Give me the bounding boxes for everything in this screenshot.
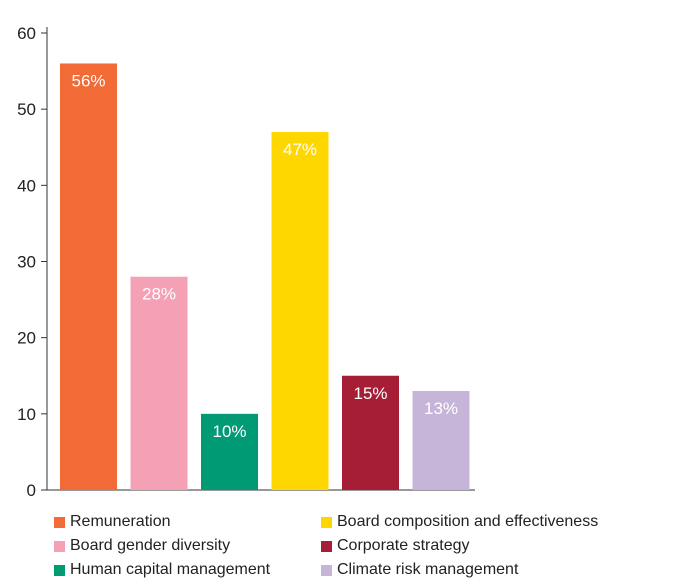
bar xyxy=(201,413,258,490)
bar xyxy=(130,276,188,490)
y-tick-label: 20 xyxy=(17,329,36,348)
y-tick-label: 60 xyxy=(17,24,36,43)
data-label: 56% xyxy=(71,71,105,90)
legend-swatch xyxy=(321,516,332,528)
y-tick-label: 10 xyxy=(17,405,36,424)
bar xyxy=(412,390,470,490)
legend-swatch xyxy=(321,564,332,576)
y-tick-label: 0 xyxy=(27,481,36,500)
data-label: 10% xyxy=(212,422,246,441)
legend-item: Human capital management xyxy=(54,560,270,580)
legend-label: Corporate strategy xyxy=(337,537,470,554)
legend-item: Remuneration xyxy=(54,512,171,532)
legend-label: Remuneration xyxy=(70,513,171,530)
legend-swatch xyxy=(54,516,65,528)
legend-label: Human capital management xyxy=(70,561,271,578)
bar-chart: 0 10 20 30 40 50 60 56% 28% 10% 47% 15% 13% xyxy=(17,24,475,500)
legend-label: Board composition and effectiveness xyxy=(337,513,599,530)
data-label: 47% xyxy=(283,140,317,159)
bar xyxy=(342,375,399,490)
y-tick-label: 40 xyxy=(17,176,36,195)
legend-label: Climate risk management xyxy=(337,561,519,578)
legend-label: Board gender diversity xyxy=(70,537,231,554)
legend-swatch xyxy=(54,540,65,552)
legend-swatch xyxy=(54,564,65,576)
y-tick-label: 30 xyxy=(17,253,36,272)
bar xyxy=(271,132,329,490)
data-label: 28% xyxy=(142,285,176,304)
bar xyxy=(60,63,117,490)
legend-item: Board gender diversity xyxy=(54,536,230,556)
legend-item: Board composition and effectiveness xyxy=(321,512,598,532)
legend-item: Climate risk management xyxy=(321,560,518,580)
legend-swatch xyxy=(321,540,332,552)
legend-item: Corporate strategy xyxy=(321,536,470,556)
data-label: 15% xyxy=(353,384,387,403)
data-label: 13% xyxy=(424,399,458,418)
y-tick-label: 50 xyxy=(17,100,36,119)
